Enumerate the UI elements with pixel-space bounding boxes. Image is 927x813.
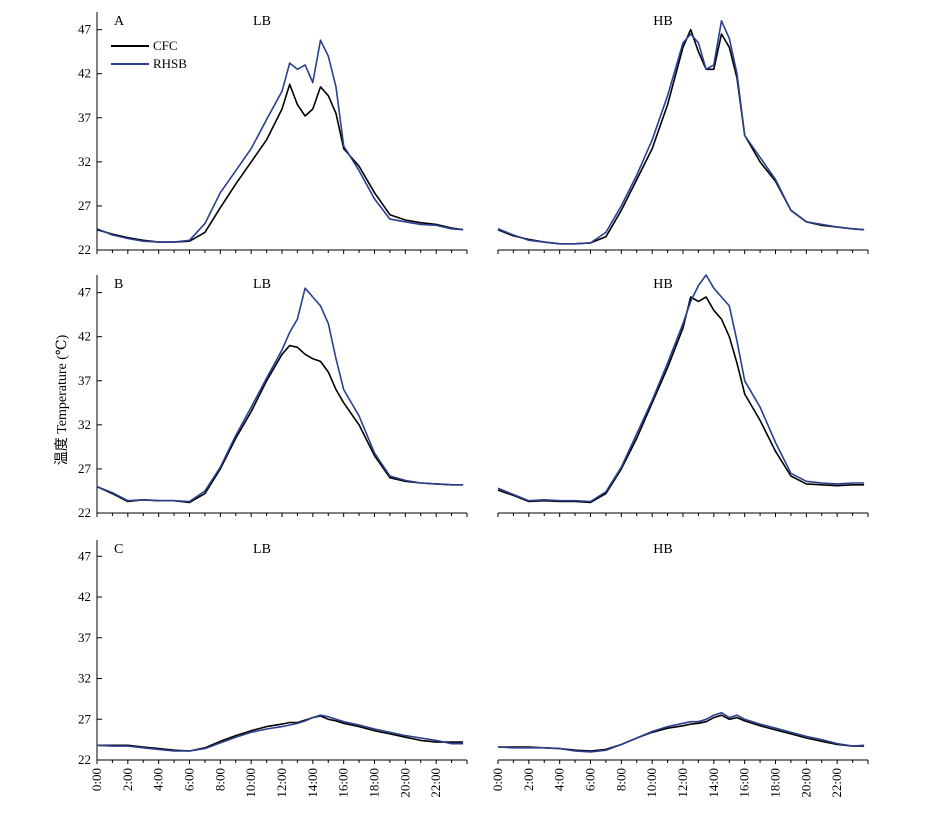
y-tick-label: 42: [78, 329, 91, 344]
series-line-cfc: [96, 83, 464, 243]
x-tick-label: 4:00: [552, 768, 567, 791]
x-tick-label: 14:00: [305, 768, 320, 798]
x-tick-label: 18:00: [768, 768, 783, 798]
subplot-title: LB: [253, 277, 271, 292]
y-tick-label: 47: [78, 548, 92, 563]
y-axis-label: 温度 Temperature (℃): [54, 334, 70, 465]
x-tick-label: 20:00: [798, 768, 813, 798]
series-line-cfc: [498, 714, 865, 752]
x-tick-label: 4:00: [151, 768, 166, 791]
y-tick-label: 32: [78, 154, 91, 169]
x-tick-label: 12:00: [274, 768, 289, 798]
subplot-title: HB: [653, 14, 672, 29]
series-line-rhsb: [96, 39, 464, 243]
subplot-title: LB: [253, 14, 271, 29]
panel-letter: C: [114, 542, 123, 557]
x-tick-label: 10:00: [243, 768, 258, 798]
x-tick-label: 16:00: [737, 768, 752, 798]
x-tick-label: 22:00: [829, 768, 844, 798]
x-tick-label: 20:00: [397, 768, 412, 798]
subplot-title: HB: [653, 277, 672, 292]
y-tick-label: 27: [78, 461, 92, 476]
legend-label-rhsb: RHSB: [153, 56, 187, 71]
x-tick-label: 12:00: [675, 768, 690, 798]
series-line-cfc: [497, 28, 865, 245]
series-line-rhsb: [497, 19, 865, 245]
x-tick-label: 6:00: [583, 768, 598, 791]
legend-label-cfc: CFC: [153, 38, 178, 53]
x-tick-label: 22:00: [428, 768, 443, 798]
x-tick-label: 16:00: [336, 768, 351, 798]
x-tick-label: 0:00: [490, 768, 505, 791]
y-tick-label: 37: [78, 373, 92, 388]
subplot-title: HB: [653, 542, 672, 557]
subplot-title: LB: [253, 542, 271, 557]
y-tick-label: 22: [78, 505, 91, 520]
y-tick-label: 47: [78, 22, 92, 37]
y-tick-label: 42: [78, 589, 91, 604]
y-tick-label: 47: [78, 285, 92, 300]
y-tick-label: 27: [78, 198, 92, 213]
y-tick-label: 32: [78, 417, 91, 432]
x-tick-label: 14:00: [706, 768, 721, 798]
x-tick-label: 18:00: [367, 768, 382, 798]
panel-letter: A: [114, 14, 125, 29]
y-tick-label: 22: [78, 242, 91, 257]
series-line-cfc: [96, 344, 464, 504]
x-tick-label: 8:00: [212, 768, 227, 791]
y-tick-label: 27: [78, 711, 92, 726]
y-tick-label: 22: [78, 752, 91, 767]
y-tick-label: 37: [78, 630, 92, 645]
series-line-rhsb: [96, 714, 464, 752]
y-tick-label: 42: [78, 66, 91, 81]
series-line-cfc: [97, 715, 464, 752]
y-tick-label: 32: [78, 671, 91, 686]
panel-letter: B: [114, 277, 123, 292]
series-line-rhsb: [96, 287, 464, 503]
series-line-rhsb: [497, 274, 865, 503]
series-line-rhsb: [497, 711, 865, 753]
y-tick-label: 37: [78, 110, 92, 125]
x-tick-label: 8:00: [613, 768, 628, 791]
x-tick-label: 2:00: [521, 768, 536, 791]
x-tick-label: 6:00: [182, 768, 197, 791]
x-tick-label: 10:00: [644, 768, 659, 798]
x-tick-label: 0:00: [89, 768, 104, 791]
x-tick-label: 2:00: [120, 768, 135, 791]
